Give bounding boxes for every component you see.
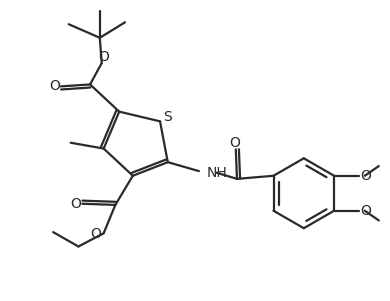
Text: O: O	[360, 204, 371, 218]
Text: O: O	[230, 136, 241, 150]
Text: S: S	[163, 110, 171, 125]
Text: O: O	[360, 169, 371, 183]
Text: O: O	[99, 50, 110, 64]
Text: NH: NH	[207, 166, 227, 180]
Text: O: O	[49, 79, 60, 93]
Text: O: O	[70, 197, 81, 211]
Text: O: O	[90, 227, 101, 241]
